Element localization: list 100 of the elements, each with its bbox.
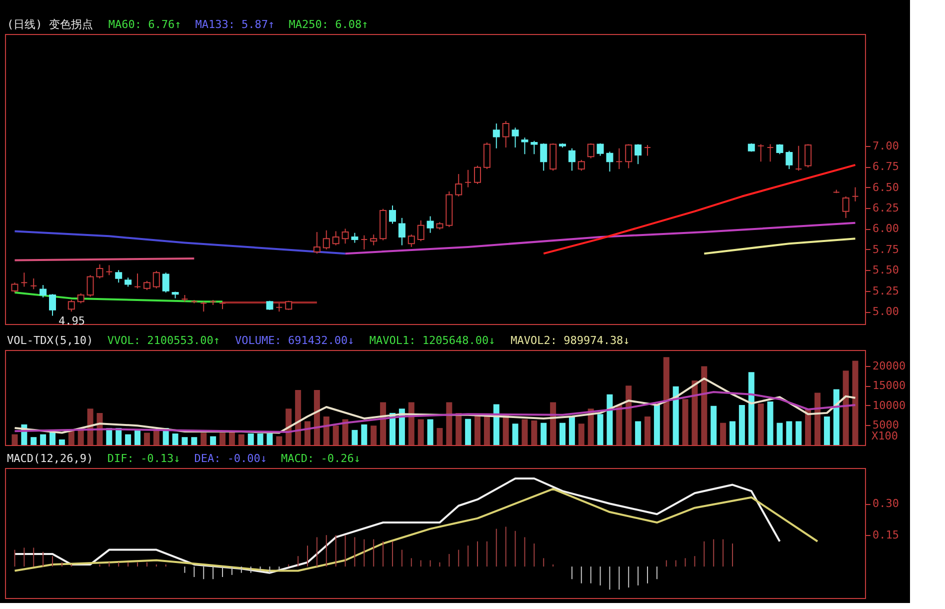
bar bbox=[314, 390, 320, 445]
text: DEA: -0.00↓ bbox=[194, 452, 268, 465]
candlestick bbox=[625, 144, 632, 169]
bar bbox=[512, 424, 518, 445]
y-tick-label: 10000 bbox=[872, 398, 906, 412]
bar bbox=[672, 386, 679, 445]
candlestick bbox=[106, 264, 113, 276]
candlestick bbox=[360, 234, 368, 250]
bar bbox=[776, 422, 783, 445]
bar bbox=[332, 426, 339, 445]
candlestick bbox=[766, 144, 774, 162]
bar bbox=[606, 394, 613, 445]
bar bbox=[58, 439, 65, 445]
bar bbox=[30, 437, 37, 445]
y-axis-title: X100 bbox=[872, 430, 898, 442]
bar bbox=[758, 403, 764, 445]
chart-title: VOL-TDX(5,10) bbox=[7, 334, 94, 347]
bar bbox=[465, 418, 472, 445]
bar bbox=[342, 419, 348, 445]
bar bbox=[456, 412, 462, 445]
candlestick bbox=[20, 272, 28, 288]
candlestick bbox=[134, 272, 141, 289]
y-tick-label: 0.30 bbox=[872, 497, 899, 510]
candlestick bbox=[11, 282, 18, 294]
candlestick bbox=[596, 142, 604, 156]
bar bbox=[474, 414, 480, 445]
candlestick bbox=[322, 230, 330, 250]
bar bbox=[210, 436, 216, 445]
bar bbox=[12, 434, 18, 445]
candlestick bbox=[115, 270, 122, 284]
bar bbox=[248, 434, 254, 445]
bar bbox=[68, 430, 74, 445]
line-series bbox=[542, 164, 856, 255]
bar bbox=[50, 432, 56, 445]
bar bbox=[446, 402, 452, 445]
line-series bbox=[344, 222, 856, 255]
y-tick-label: 5000 bbox=[872, 418, 899, 432]
candlestick bbox=[77, 292, 84, 304]
candlestick bbox=[86, 274, 94, 298]
candlestick bbox=[786, 150, 793, 170]
candlestick bbox=[389, 205, 396, 224]
candlestick bbox=[417, 220, 424, 242]
bar bbox=[361, 424, 368, 445]
candlestick bbox=[96, 264, 104, 279]
bar bbox=[842, 370, 849, 445]
candlestick bbox=[804, 144, 812, 168]
candlestick bbox=[68, 299, 75, 312]
candlestick bbox=[512, 127, 519, 148]
text: MA60: 6.76↑ bbox=[108, 18, 182, 31]
bar bbox=[560, 422, 566, 445]
bar bbox=[730, 421, 736, 445]
candlestick bbox=[795, 145, 802, 172]
bar bbox=[568, 416, 575, 445]
bar bbox=[833, 389, 840, 445]
bar bbox=[144, 432, 150, 445]
candlestick bbox=[40, 284, 47, 298]
bar bbox=[597, 414, 604, 445]
bar bbox=[276, 436, 282, 445]
bar bbox=[786, 421, 792, 445]
bar bbox=[257, 434, 264, 445]
y-tick-label: 7.00 bbox=[872, 139, 899, 152]
bar bbox=[635, 421, 642, 445]
candlestick bbox=[464, 169, 472, 188]
candlestick bbox=[634, 144, 642, 165]
candlestick bbox=[313, 232, 320, 254]
text: VOLUME: 691432.00↓ bbox=[235, 334, 354, 347]
candlestick bbox=[842, 196, 850, 218]
bar bbox=[654, 404, 660, 445]
candlestick bbox=[200, 301, 208, 312]
bar bbox=[738, 405, 745, 445]
candlestick bbox=[530, 140, 538, 155]
candlestick bbox=[776, 144, 784, 155]
y-tick-label: 6.00 bbox=[872, 222, 899, 236]
text: VVOL: 2100553.00↑ bbox=[107, 334, 220, 347]
candlestick bbox=[426, 216, 434, 234]
bar bbox=[626, 386, 632, 445]
bar bbox=[493, 404, 500, 445]
bar bbox=[427, 419, 434, 445]
bar bbox=[767, 401, 774, 445]
chart-title: MACD(12,26,9) bbox=[7, 452, 94, 465]
candlestick bbox=[370, 234, 378, 246]
bar bbox=[692, 380, 698, 445]
bar bbox=[502, 414, 509, 445]
candlestick bbox=[124, 277, 132, 288]
text: MAVOL1: 1205648.00↓ bbox=[369, 334, 496, 347]
candlestick bbox=[587, 142, 594, 159]
candlestick bbox=[492, 122, 500, 149]
bar bbox=[550, 402, 556, 445]
candlestick bbox=[483, 142, 490, 170]
bar bbox=[352, 430, 358, 445]
bar bbox=[295, 390, 302, 445]
y-tick-label: 5.25 bbox=[872, 284, 899, 298]
line-series bbox=[14, 488, 818, 572]
bar bbox=[540, 422, 547, 445]
bar bbox=[824, 416, 830, 445]
candlestick bbox=[49, 294, 56, 316]
bar bbox=[220, 432, 226, 445]
candlestick bbox=[502, 120, 510, 148]
line-series bbox=[14, 477, 781, 574]
bar bbox=[852, 360, 858, 445]
